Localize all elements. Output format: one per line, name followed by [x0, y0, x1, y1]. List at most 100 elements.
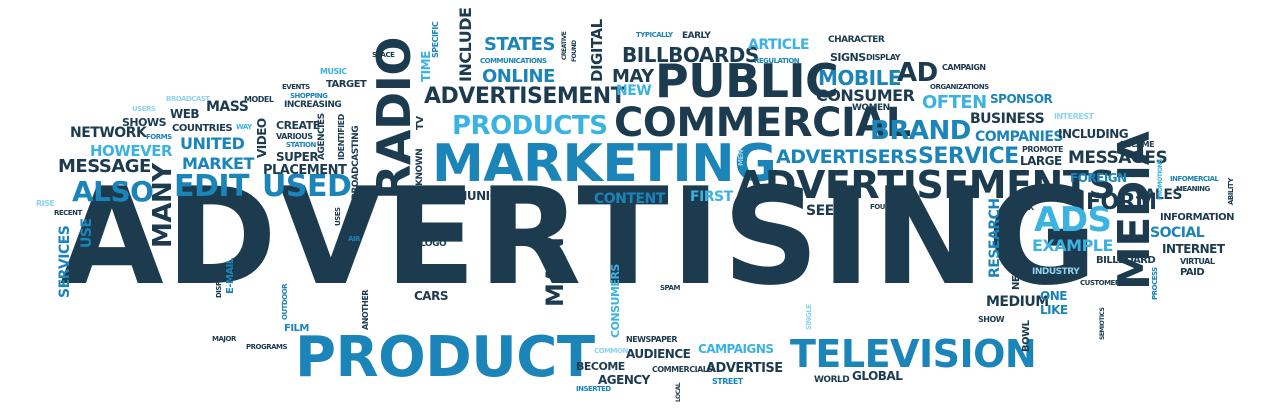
word-organizations: ORGANIZATIONS — [930, 83, 989, 91]
word-space: SPACE — [372, 51, 395, 59]
word-specific: SPECIFIC — [431, 21, 440, 58]
word-advertise: ADVERTISE — [706, 361, 783, 376]
word-commercials: COMMERCIALS — [652, 365, 713, 374]
word-online: ONLINE — [482, 66, 555, 87]
word-one: ONE — [1040, 289, 1067, 303]
word-displays: DISPLAYS — [215, 264, 223, 298]
word-communication: COMMUNICATION — [426, 189, 537, 203]
word-early: EARLY — [682, 31, 711, 41]
word-increasing: INCREASING — [284, 100, 342, 110]
word-united: UNITED — [180, 134, 245, 153]
word-message: MESSAGE — [58, 156, 151, 177]
word-paid: PAID — [1180, 267, 1205, 278]
word-shopping: SHOPPING — [290, 92, 328, 100]
word-commercial: COMMERCIAL — [614, 100, 911, 146]
word-outdoor: OUTDOOR — [281, 283, 289, 320]
word-include: INCLUDE — [456, 7, 475, 82]
word-model: MODEL — [244, 95, 274, 104]
word-display: DISPLAY — [866, 53, 901, 62]
word-street: STREET — [712, 377, 743, 386]
word-advertising: ADVERTISING — [60, 159, 1100, 315]
word-new: NEW — [616, 83, 652, 99]
word-become: BECOME — [576, 360, 625, 373]
word-single: SINGLE — [805, 304, 813, 331]
word-virtual: VIRTUAL — [1180, 257, 1215, 266]
word-signs: SIGNS — [830, 51, 866, 64]
word-main: MAIN — [541, 237, 569, 307]
word-agency: AGENCY — [598, 373, 650, 387]
word-mobile: MOBILE — [818, 66, 902, 90]
word-another: ANOTHER — [361, 290, 370, 330]
word-advertisement: ADVERTISEMENT — [424, 84, 626, 109]
word-content: CONTENT — [594, 191, 665, 207]
word-infomercial: INFOMERCIAL — [1170, 175, 1219, 183]
word-including: INCLUDING — [1058, 127, 1129, 141]
word-tv: TV — [415, 116, 426, 130]
word-company: COMPANY — [1003, 221, 1012, 262]
word-process: PROCESS — [1151, 267, 1159, 300]
word-market: MARKET — [182, 154, 254, 173]
word-information: INFORMATION — [1160, 212, 1234, 223]
word-programs: PROGRAMS — [246, 343, 288, 351]
word-medium: MEDIUM — [986, 294, 1049, 310]
word-target: TARGET — [326, 79, 367, 90]
word-major: MAJOR — [212, 335, 236, 343]
word-ad: AD — [897, 58, 938, 88]
word-billboard: BILLBOARD — [1096, 255, 1156, 266]
word-forms: FORMS — [146, 133, 172, 141]
word-consumers: CONSUMERS — [609, 264, 622, 338]
word-campaign: CAMPAIGN — [942, 63, 986, 72]
word-article: ARTICLE — [748, 37, 810, 53]
word-station: STATION — [286, 141, 316, 149]
word-customers: CUSTOMERS — [1080, 279, 1125, 287]
word-video: VIDEO — [255, 118, 269, 158]
word-film: FILM — [284, 323, 309, 334]
word-typically: TYPICALLY — [636, 31, 673, 39]
word-often: OFTEN — [922, 92, 987, 113]
word-advertisements: ADVERTISEMENTS — [736, 163, 1116, 207]
word-super: SUPER — [276, 150, 319, 164]
word-women: WOMEN — [852, 103, 890, 113]
word-rise: RISE — [36, 199, 55, 208]
word-may: MAY — [612, 66, 654, 87]
word-use: USE — [79, 218, 95, 248]
word-social: SOCIAL — [1150, 225, 1205, 241]
word-show: SHOW — [978, 315, 1005, 324]
word-regulation: REGULATION — [754, 57, 800, 65]
word-foreign: FOREIGN — [1070, 171, 1127, 185]
word-users: USERS — [132, 105, 156, 113]
word-edit: EDIT — [174, 169, 250, 204]
word-uses: USES — [334, 207, 342, 226]
word-also: ALSO — [72, 175, 154, 208]
word-mass: MASS — [206, 99, 249, 115]
word-campaigns: CAMPAIGNS — [698, 342, 774, 356]
word-way: WAY — [236, 123, 252, 131]
word-inserted: INSERTED — [576, 385, 611, 393]
word-public: PUBLIC — [655, 54, 839, 108]
word-ability: ABILITY — [1227, 178, 1235, 205]
word-agencies: AGENCIES — [317, 113, 327, 160]
word-air: AIR — [348, 235, 360, 243]
word-service: SERVICE — [918, 144, 1019, 169]
word-states: STATES — [484, 34, 555, 55]
word-found: FOUND — [571, 40, 578, 62]
word-radio: RADIO — [367, 37, 421, 200]
word-newspapers: NEWSPAPERS — [1011, 218, 1022, 290]
word-audience: AUDIENCE — [626, 347, 691, 361]
word-broadcasting: BROADCASTING — [351, 125, 361, 200]
word-spam: SPAM — [660, 284, 680, 292]
word-became: BECAME — [1120, 140, 1155, 149]
word-research: RESEARCH — [987, 198, 1003, 278]
word-world: WORLD — [814, 375, 850, 385]
word-meaning: MEANING — [1176, 185, 1210, 193]
word-communications: COMMUNICATIONS — [480, 57, 547, 65]
word-business: BUSINESS — [970, 111, 1045, 127]
word-see: SEE — [806, 203, 834, 219]
word-television: TELEVISION — [790, 332, 1037, 376]
word-promote: PROMOTE — [1022, 145, 1064, 154]
word-network: NETWORK — [70, 125, 147, 141]
word-marketing: MARKETING — [432, 134, 777, 194]
word-cars: CARS — [414, 289, 448, 303]
word-four: FOUR — [870, 203, 890, 211]
